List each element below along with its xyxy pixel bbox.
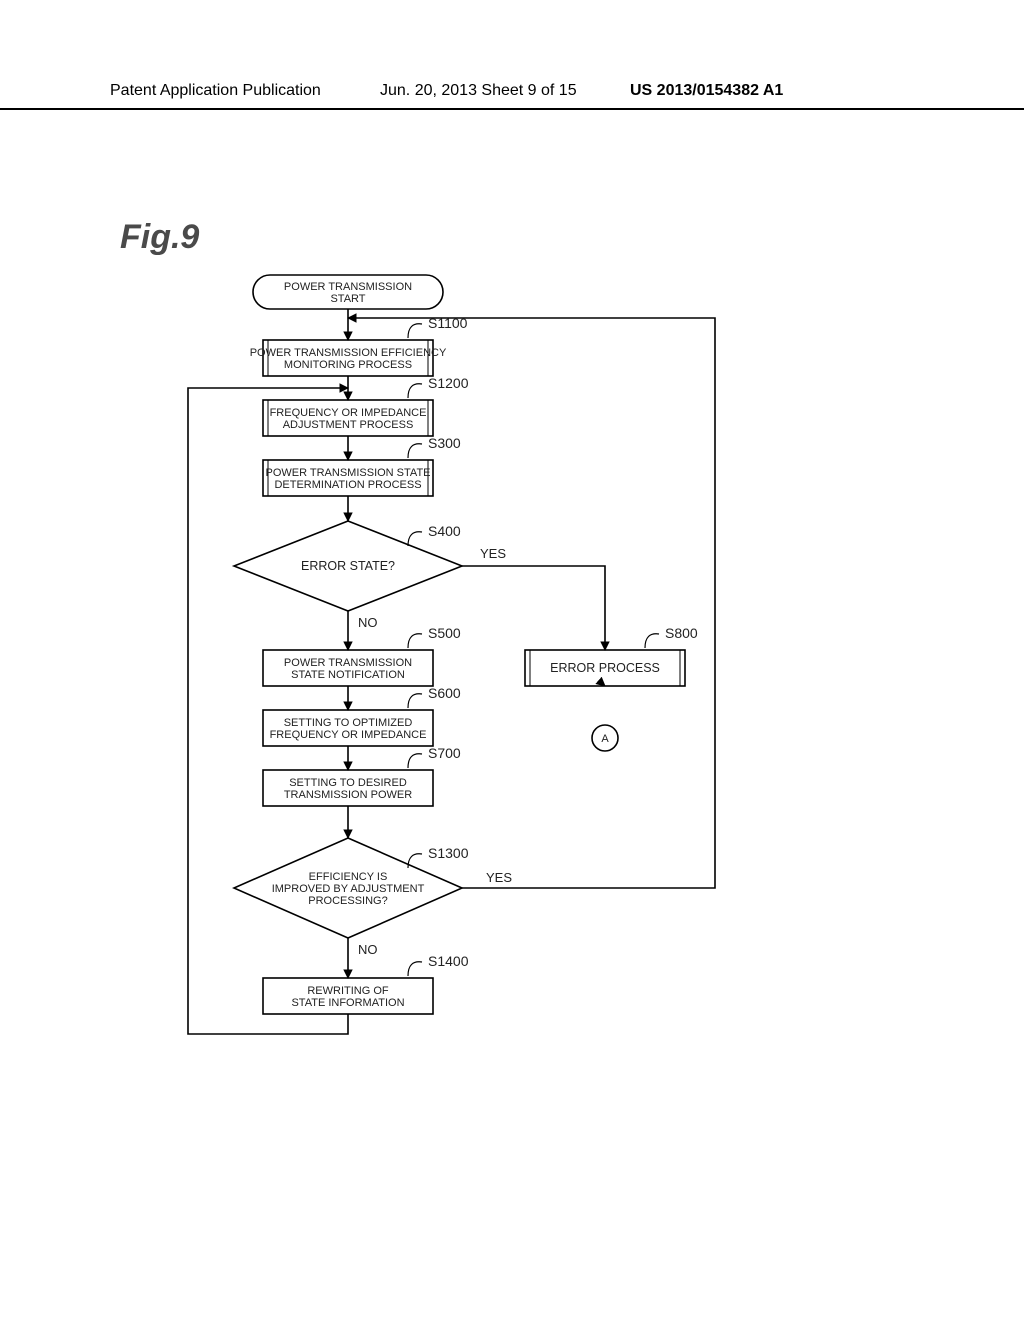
node-s300: POWER TRANSMISSION STATEDETERMINATION PR… <box>263 435 461 496</box>
svg-text:STATE NOTIFICATION: STATE NOTIFICATION <box>291 669 405 681</box>
svg-text:S600: S600 <box>428 685 461 701</box>
svg-text:POWER TRANSMISSION STATE: POWER TRANSMISSION STATE <box>265 467 430 479</box>
svg-text:STATE INFORMATION: STATE INFORMATION <box>291 997 404 1009</box>
flowchart: NOYESNOYESPOWER TRANSMISSIONSTARTPOWER T… <box>130 270 780 1150</box>
svg-text:S300: S300 <box>428 435 461 451</box>
svg-text:PROCESSING?: PROCESSING? <box>308 895 387 907</box>
svg-text:ADJUSTMENT PROCESS: ADJUSTMENT PROCESS <box>283 419 414 431</box>
svg-text:S1100: S1100 <box>428 315 468 331</box>
node-s600: SETTING TO OPTIMIZEDFREQUENCY OR IMPEDAN… <box>263 685 461 746</box>
svg-text:A: A <box>601 733 609 745</box>
node-s1300: EFFICIENCY ISIMPROVED BY ADJUSTMENTPROCE… <box>234 838 469 938</box>
svg-text:IMPROVED BY ADJUSTMENT: IMPROVED BY ADJUSTMENT <box>272 883 425 895</box>
svg-text:S800: S800 <box>665 625 698 641</box>
svg-text:ERROR STATE?: ERROR STATE? <box>301 559 395 573</box>
svg-text:POWER TRANSMISSION: POWER TRANSMISSION <box>284 281 412 293</box>
node-s1200: FREQUENCY OR IMPEDANCEADJUSTMENT PROCESS… <box>263 375 469 436</box>
node-s500: POWER TRANSMISSIONSTATE NOTIFICATION S500 <box>263 625 461 686</box>
svg-text:YES: YES <box>480 546 506 561</box>
svg-text:DETERMINATION PROCESS: DETERMINATION PROCESS <box>274 479 421 491</box>
svg-text:S500: S500 <box>428 625 461 641</box>
node-s1100: POWER TRANSMISSION EFFICIENCYMONITORING … <box>250 315 468 376</box>
svg-text:POWER TRANSMISSION: POWER TRANSMISSION <box>284 657 412 669</box>
svg-text:MONITORING PROCESS: MONITORING PROCESS <box>284 359 412 371</box>
svg-text:FREQUENCY OR IMPEDANCE: FREQUENCY OR IMPEDANCE <box>270 729 427 741</box>
svg-text:SETTING TO DESIRED: SETTING TO DESIRED <box>289 777 407 789</box>
svg-text:S1200: S1200 <box>428 375 469 391</box>
svg-text:TRANSMISSION POWER: TRANSMISSION POWER <box>284 789 412 801</box>
svg-text:S700: S700 <box>428 745 461 761</box>
svg-text:YES: YES <box>486 870 512 885</box>
node-s800: ERROR PROCESS S800 <box>525 625 698 686</box>
svg-text:FREQUENCY OR IMPEDANCE: FREQUENCY OR IMPEDANCE <box>270 407 427 419</box>
svg-text:S1300: S1300 <box>428 845 469 861</box>
svg-text:START: START <box>330 293 365 305</box>
svg-text:S400: S400 <box>428 523 461 539</box>
page: Patent Application Publication Jun. 20, … <box>0 0 1024 1320</box>
svg-text:POWER TRANSMISSION EFFICIENCY: POWER TRANSMISSION EFFICIENCY <box>250 347 447 359</box>
header: Patent Application Publication Jun. 20, … <box>0 82 1024 110</box>
svg-text:S1400: S1400 <box>428 953 469 969</box>
header-left: Patent Application Publication <box>110 82 321 100</box>
node-s700: SETTING TO DESIREDTRANSMISSION POWER S700 <box>263 745 461 806</box>
header-center: Jun. 20, 2013 Sheet 9 of 15 <box>380 82 577 100</box>
svg-text:REWRITING OF: REWRITING OF <box>307 985 389 997</box>
node-connA: A <box>592 725 618 751</box>
node-start: POWER TRANSMISSIONSTART <box>253 275 443 309</box>
node-s400: ERROR STATE? S400 <box>234 521 462 611</box>
svg-text:NO: NO <box>358 942 378 957</box>
svg-text:SETTING TO OPTIMIZED: SETTING TO OPTIMIZED <box>284 717 413 729</box>
svg-text:ERROR PROCESS: ERROR PROCESS <box>550 661 660 675</box>
header-right: US 2013/0154382 A1 <box>630 82 783 100</box>
svg-text:NO: NO <box>358 615 378 630</box>
svg-text:EFFICIENCY IS: EFFICIENCY IS <box>309 871 388 883</box>
node-s1400: REWRITING OFSTATE INFORMATION S1400 <box>263 953 469 1014</box>
figure-label: Fig.9 <box>120 218 199 257</box>
